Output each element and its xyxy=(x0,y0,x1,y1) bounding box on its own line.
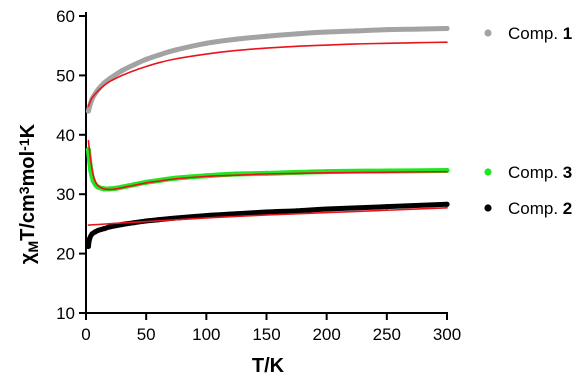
data-point xyxy=(293,208,300,214)
x-tick-label: 50 xyxy=(137,325,156,344)
data-point xyxy=(203,40,209,46)
legend-marker xyxy=(484,204,492,212)
data-point xyxy=(95,87,101,93)
y-tick-label: 40 xyxy=(56,126,75,145)
axes: 10 20 30 40 50 60 0 50 100 150 200 250 300 xyxy=(56,7,461,344)
data-point xyxy=(95,184,101,190)
fit-curve-1 xyxy=(87,139,448,191)
y-axis-title: χMT/cm3mol-1K xyxy=(16,123,41,264)
data-point xyxy=(384,204,390,210)
fit-curve-2 xyxy=(87,207,448,226)
data-point xyxy=(263,209,270,215)
y-axis-title-part: χ xyxy=(17,252,39,264)
legend-label: Comp. 3 xyxy=(508,163,572,182)
data-point xyxy=(155,52,161,58)
data-point xyxy=(384,27,390,33)
data-point xyxy=(293,31,300,37)
legend-label-text: Comp. xyxy=(508,199,563,218)
x-axis-title: T/K xyxy=(252,355,285,377)
data-point xyxy=(101,226,107,232)
data-point xyxy=(233,211,240,217)
data-point xyxy=(354,28,360,34)
series-band-0 xyxy=(85,25,450,114)
y-tick-label: 10 xyxy=(56,304,75,323)
x-tick-label: 200 xyxy=(312,325,340,344)
x-tick-label: 100 xyxy=(192,325,220,344)
data-point xyxy=(203,212,209,219)
data-point xyxy=(87,236,93,242)
data-point xyxy=(85,243,92,250)
data-point xyxy=(263,33,270,39)
x-tick-label: 150 xyxy=(252,325,280,344)
legend-label: Comp. 2 xyxy=(508,199,572,218)
legend-compound-number: 3 xyxy=(563,163,572,182)
y-axis-title-part: K xyxy=(17,123,39,138)
legend-label-text: Comp. xyxy=(508,24,563,43)
y-axis-title-part: T/cm xyxy=(17,194,39,241)
data-point xyxy=(131,62,137,68)
x-tick-label: 300 xyxy=(433,325,461,344)
data-point xyxy=(233,36,240,42)
data-point xyxy=(95,227,101,234)
data-point xyxy=(173,47,179,53)
legend-label-text: Comp. xyxy=(508,163,563,182)
data-point xyxy=(444,25,450,32)
legend-compound-number: 1 xyxy=(563,24,572,43)
fit-curves xyxy=(87,41,448,226)
data-point xyxy=(107,224,113,230)
y-tick-label: 60 xyxy=(56,7,75,26)
legend-marker xyxy=(484,29,492,37)
y-axis-title-part: -1 xyxy=(16,138,32,151)
legend-compound-number: 2 xyxy=(563,199,572,218)
data-point xyxy=(143,56,149,62)
data-point xyxy=(107,75,113,81)
data-point xyxy=(119,68,125,74)
legend-marker xyxy=(484,168,492,176)
y-tick-label: 50 xyxy=(56,66,75,85)
data-point xyxy=(324,29,330,35)
y-tick-label: 20 xyxy=(56,245,75,264)
data-point xyxy=(414,26,420,32)
data-point xyxy=(444,201,450,207)
fit-curve-0 xyxy=(87,41,448,108)
y-axis-title-part: M xyxy=(25,241,41,253)
x-tick-label: 250 xyxy=(373,325,401,344)
y-axis-title-part: 3 xyxy=(16,186,32,194)
y-tick-label: 30 xyxy=(56,185,75,204)
y-axis-title-part: mol xyxy=(17,151,39,187)
data-point xyxy=(85,108,92,114)
data-point xyxy=(324,206,330,212)
x-tick-label: 0 xyxy=(81,325,90,344)
legend-label: Comp. 1 xyxy=(508,24,572,43)
